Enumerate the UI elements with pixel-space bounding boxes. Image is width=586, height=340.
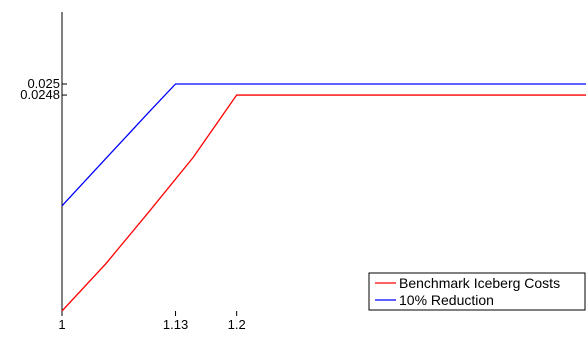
series-line-benchmark-iceberg-costs (61, 94, 586, 312)
legend: Benchmark Iceberg Costs 10% Reduction (368, 272, 586, 311)
series-line-10-reduction (61, 83, 586, 207)
y-tick-label: 0.025 (27, 76, 60, 91)
y-tick-label: 0.0248 (20, 87, 60, 102)
legend-box (368, 272, 586, 311)
x-tick-label: 1.13 (163, 317, 188, 332)
legend-label-10-percent-reduction: 10% Reduction (399, 292, 494, 308)
legend-label-benchmark-iceberg-costs: Benchmark Iceberg Costs (399, 275, 560, 291)
x-tick-label: 1.2 (228, 317, 246, 332)
series (61, 83, 586, 312)
x-tick-label: 1 (58, 317, 65, 332)
